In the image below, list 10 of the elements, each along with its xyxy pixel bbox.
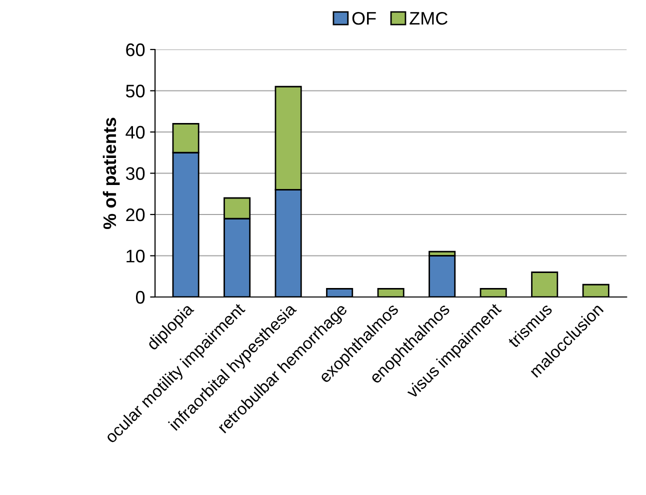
y-axis-title: % of patients (102, 118, 120, 229)
legend-label: ZMC (410, 12, 448, 25)
y-tick-label: 50 (126, 84, 145, 98)
y-tick-label: 30 (126, 167, 145, 180)
y-tick-label: 20 (126, 208, 145, 222)
legend-label: OF (352, 12, 376, 25)
y-tick-label: 0 (136, 290, 145, 304)
y-tick-label: 10 (126, 250, 145, 262)
y-tick-label: 40 (126, 126, 145, 139)
y-tick-label: 60 (126, 43, 145, 56)
